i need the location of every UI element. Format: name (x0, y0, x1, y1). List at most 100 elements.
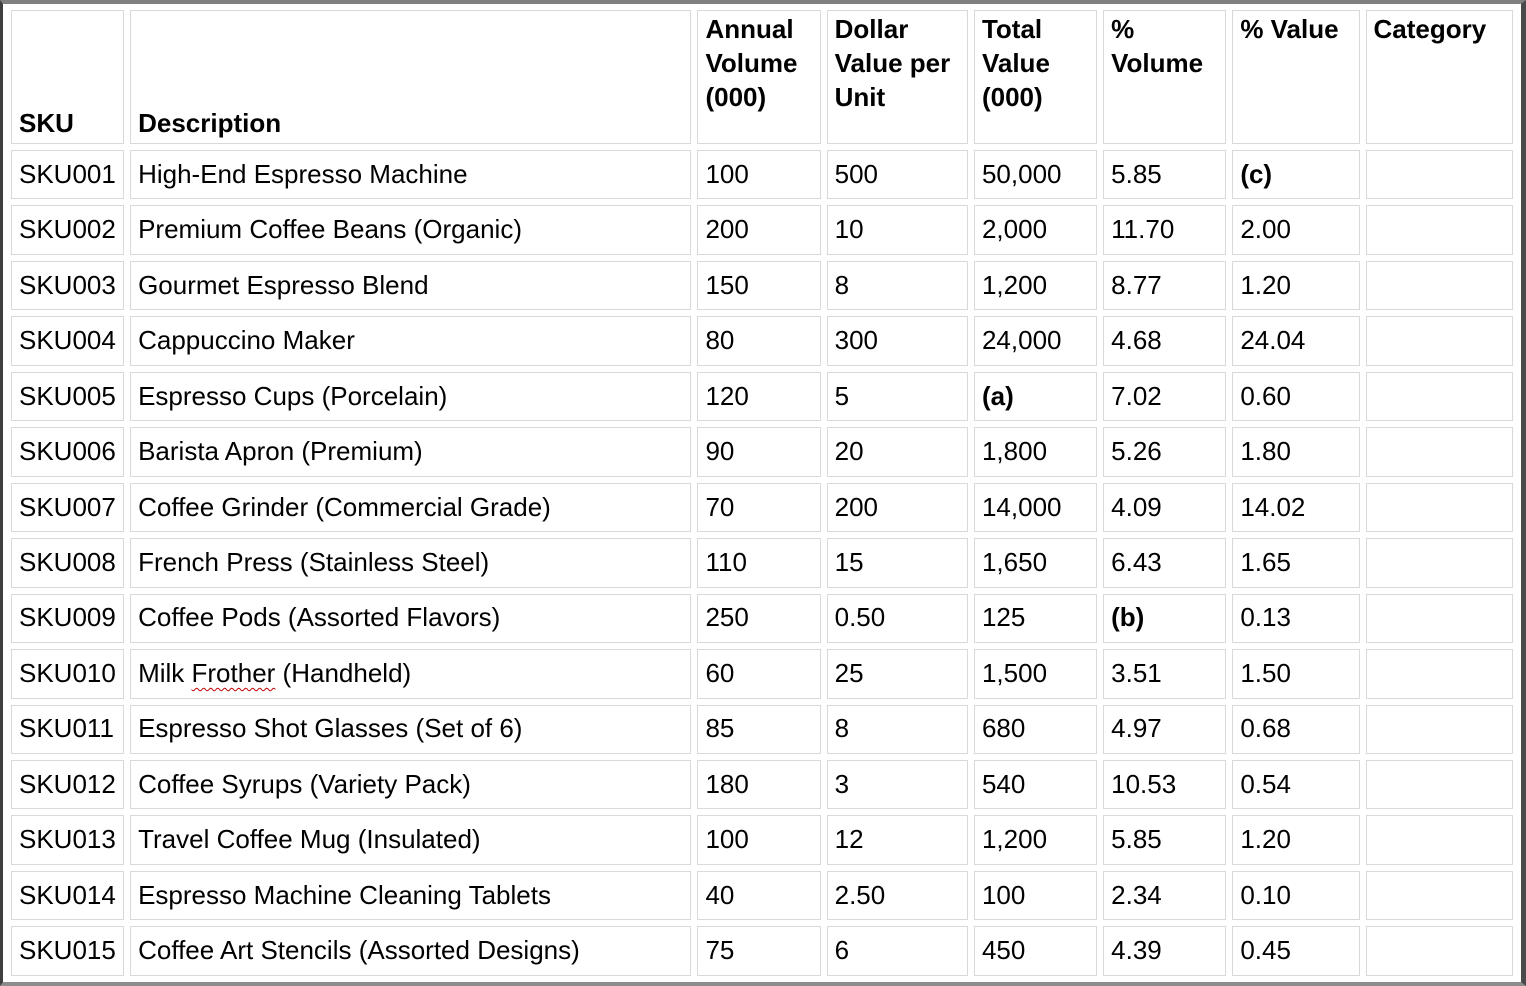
cell-sku[interactable]: SKU008 (11, 538, 125, 588)
cell-pct-value[interactable]: 1.50 (1232, 649, 1360, 699)
cell-total-value[interactable]: 100 (973, 870, 1098, 921)
cell-sku[interactable]: SKU012 (11, 759, 125, 810)
cell-sku[interactable]: SKU003 (11, 260, 125, 311)
cell-annual-volume[interactable]: 120 (697, 371, 821, 422)
cell-annual-volume[interactable]: 75 (697, 926, 821, 976)
cell-annual-volume[interactable]: 80 (697, 316, 821, 366)
cell-dollar-value-per-unit[interactable]: 15 (826, 538, 968, 588)
cell-total-value[interactable]: 125 (973, 593, 1098, 644)
cell-category[interactable] (1365, 371, 1513, 422)
cell-category[interactable] (1365, 926, 1513, 976)
cell-dollar-value-per-unit[interactable]: 20 (826, 427, 968, 477)
cell-pct-volume[interactable]: 4.39 (1103, 926, 1227, 976)
cell-dollar-value-per-unit[interactable]: 8 (826, 260, 968, 311)
cell-dollar-value-per-unit[interactable]: 8 (826, 704, 968, 754)
cell-dollar-value-per-unit[interactable]: 300 (826, 316, 968, 366)
cell-pct-value[interactable]: 1.80 (1232, 427, 1360, 477)
cell-pct-value[interactable]: 24.04 (1232, 316, 1360, 366)
cell-annual-volume[interactable]: 40 (697, 870, 821, 921)
cell-dollar-value-per-unit[interactable]: 5 (826, 371, 968, 422)
cell-description[interactable]: Premium Coffee Beans (Organic) (130, 205, 692, 255)
cell-sku[interactable]: SKU010 (11, 649, 125, 699)
cell-annual-volume[interactable]: 200 (697, 205, 821, 255)
cell-total-value[interactable]: 1,200 (973, 260, 1098, 311)
cell-description[interactable]: Coffee Grinder (Commercial Grade) (130, 482, 692, 533)
cell-pct-value[interactable]: 14.02 (1232, 482, 1360, 533)
cell-category[interactable] (1365, 316, 1513, 366)
cell-pct-value[interactable]: 1.20 (1232, 815, 1360, 865)
cell-description[interactable]: Coffee Syrups (Variety Pack) (130, 759, 692, 810)
cell-category[interactable] (1365, 538, 1513, 588)
cell-pct-value[interactable]: 0.54 (1232, 759, 1360, 810)
cell-description[interactable]: Coffee Pods (Assorted Flavors) (130, 593, 692, 644)
cell-annual-volume[interactable]: 250 (697, 593, 821, 644)
cell-sku[interactable]: SKU002 (11, 205, 125, 255)
cell-description[interactable]: Espresso Shot Glasses (Set of 6) (130, 704, 692, 754)
cell-pct-volume[interactable]: 7.02 (1103, 371, 1227, 422)
cell-dollar-value-per-unit[interactable]: 12 (826, 815, 968, 865)
cell-sku[interactable]: SKU015 (11, 926, 125, 976)
cell-sku[interactable]: SKU011 (11, 704, 125, 754)
cell-annual-volume[interactable]: 85 (697, 704, 821, 754)
cell-sku[interactable]: SKU007 (11, 482, 125, 533)
cell-category[interactable] (1365, 815, 1513, 865)
cell-total-value[interactable]: 2,000 (973, 205, 1098, 255)
cell-annual-volume[interactable]: 100 (697, 150, 821, 200)
cell-pct-value[interactable]: 0.10 (1232, 870, 1360, 921)
cell-annual-volume[interactable]: 90 (697, 427, 821, 477)
cell-sku[interactable]: SKU013 (11, 815, 125, 865)
cell-category[interactable] (1365, 427, 1513, 477)
cell-dollar-value-per-unit[interactable]: 10 (826, 205, 968, 255)
cell-sku[interactable]: SKU001 (11, 150, 125, 200)
cell-category[interactable] (1365, 205, 1513, 255)
cell-dollar-value-per-unit[interactable]: 6 (826, 926, 968, 976)
cell-annual-volume[interactable]: 70 (697, 482, 821, 533)
cell-pct-volume[interactable]: 11.70 (1103, 205, 1227, 255)
cell-category[interactable] (1365, 482, 1513, 533)
cell-pct-volume[interactable]: 2.34 (1103, 870, 1227, 921)
cell-pct-value[interactable]: 0.68 (1232, 704, 1360, 754)
cell-pct-volume[interactable]: 4.97 (1103, 704, 1227, 754)
cell-total-value[interactable]: 50,000 (973, 150, 1098, 200)
cell-dollar-value-per-unit[interactable]: 2.50 (826, 870, 968, 921)
cell-dollar-value-per-unit[interactable]: 200 (826, 482, 968, 533)
cell-dollar-value-per-unit[interactable]: 25 (826, 649, 968, 699)
cell-description[interactable]: Espresso Cups (Porcelain) (130, 371, 692, 422)
cell-category[interactable] (1365, 593, 1513, 644)
cell-annual-volume[interactable]: 100 (697, 815, 821, 865)
cell-description[interactable]: Gourmet Espresso Blend (130, 260, 692, 311)
cell-annual-volume[interactable]: 150 (697, 260, 821, 311)
cell-pct-volume[interactable]: 6.43 (1103, 538, 1227, 588)
cell-sku[interactable]: SKU004 (11, 316, 125, 366)
cell-pct-value[interactable]: 0.13 (1232, 593, 1360, 644)
cell-sku[interactable]: SKU009 (11, 593, 125, 644)
cell-total-value[interactable]: 1,650 (973, 538, 1098, 588)
cell-sku[interactable]: SKU014 (11, 870, 125, 921)
cell-pct-value[interactable]: 0.60 (1232, 371, 1360, 422)
cell-description[interactable]: Milk Frother (Handheld) (130, 649, 692, 699)
cell-pct-value[interactable]: 1.20 (1232, 260, 1360, 311)
cell-description[interactable]: Coffee Art Stencils (Assorted Designs) (130, 926, 692, 976)
cell-pct-value[interactable]: 2.00 (1232, 205, 1360, 255)
cell-pct-volume[interactable]: 4.09 (1103, 482, 1227, 533)
cell-dollar-value-per-unit[interactable]: 0.50 (826, 593, 968, 644)
cell-description[interactable]: Cappuccino Maker (130, 316, 692, 366)
cell-pct-volume[interactable]: 4.68 (1103, 316, 1227, 366)
cell-sku[interactable]: SKU006 (11, 427, 125, 477)
cell-category[interactable] (1365, 759, 1513, 810)
cell-pct-volume[interactable]: 5.85 (1103, 815, 1227, 865)
cell-total-value[interactable]: 540 (973, 759, 1098, 810)
cell-description[interactable]: Barista Apron (Premium) (130, 427, 692, 477)
cell-description[interactable]: Espresso Machine Cleaning Tablets (130, 870, 692, 921)
cell-pct-value[interactable]: 1.65 (1232, 538, 1360, 588)
cell-description[interactable]: French Press (Stainless Steel) (130, 538, 692, 588)
cell-total-value[interactable]: 680 (973, 704, 1098, 754)
cell-total-value[interactable]: 450 (973, 926, 1098, 976)
cell-total-value[interactable]: 1,500 (973, 649, 1098, 699)
cell-total-value[interactable]: 1,800 (973, 427, 1098, 477)
cell-description[interactable]: High-End Espresso Machine (130, 150, 692, 200)
cell-pct-volume[interactable]: 5.85 (1103, 150, 1227, 200)
cell-pct-volume[interactable]: (b) (1103, 593, 1227, 644)
cell-pct-volume[interactable]: 8.77 (1103, 260, 1227, 311)
cell-dollar-value-per-unit[interactable]: 3 (826, 759, 968, 810)
